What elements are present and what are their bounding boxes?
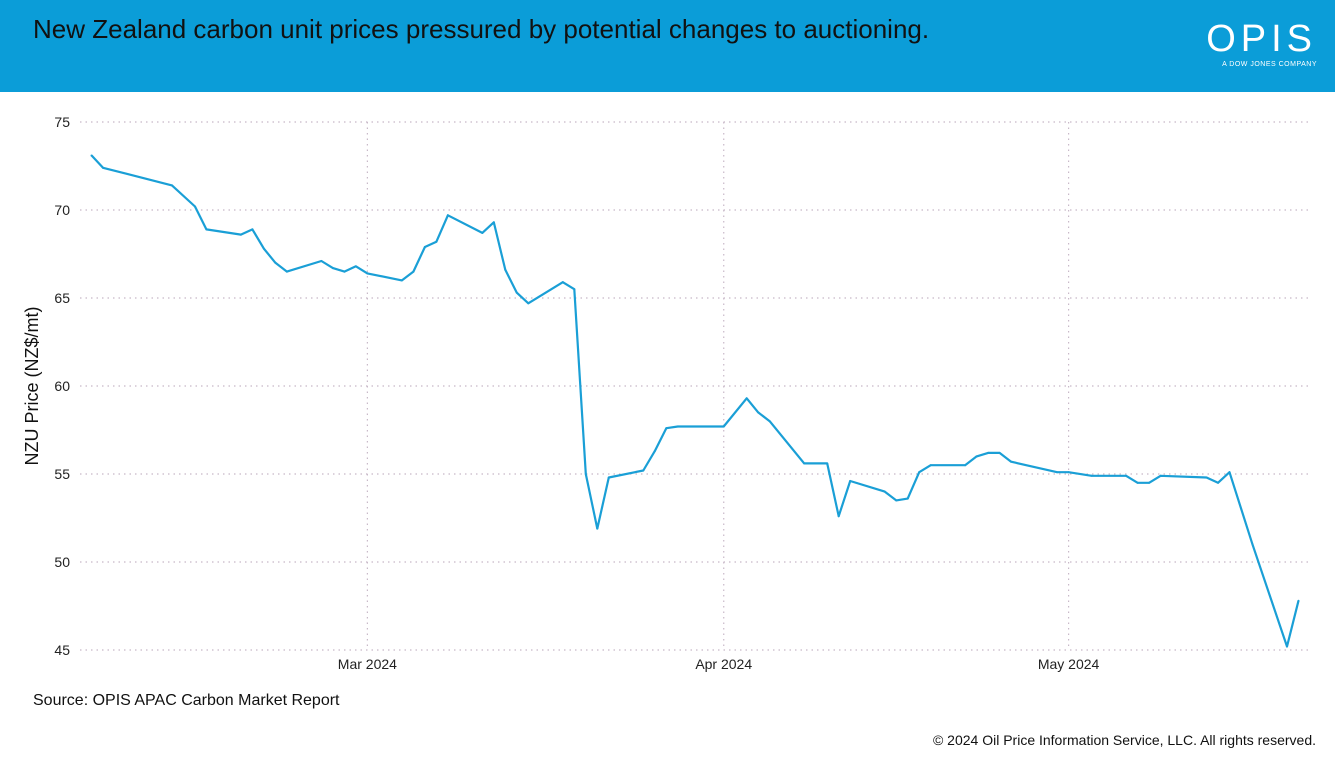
data-point [205,228,208,231]
data-point [1136,481,1139,484]
data-point [251,228,254,231]
data-point [1159,474,1162,477]
data-point [320,260,323,263]
data-point [343,270,346,273]
chart-title: New Zealand carbon unit prices pressured… [33,14,930,44]
opis-logo: OPIS A DOW JONES COMPANY [1206,20,1317,68]
header-banner: New Zealand carbon unit prices pressured… [0,0,1335,92]
data-point [481,231,484,234]
data-point [1067,471,1070,474]
data-point [1228,471,1231,474]
data-point [1217,481,1220,484]
y-tick-label: 65 [54,290,70,306]
data-point [837,515,840,518]
data-point [722,425,725,428]
data-point [1297,599,1300,602]
data-point [285,270,288,273]
data-point [653,450,656,453]
data-point [1148,481,1151,484]
copyright-note: © 2024 Oil Price Information Service, LL… [932,732,1316,748]
data-point [1251,543,1254,546]
y-tick-label: 45 [54,642,70,658]
data-point [998,451,1001,454]
data-point [504,268,507,271]
data-point [895,499,898,502]
data-point [1286,645,1289,648]
data-point [515,291,518,294]
data-point [1205,476,1208,479]
price-line [90,154,1300,648]
data-point [193,205,196,208]
data-point [435,240,438,243]
data-point [170,184,173,187]
data-point [596,527,599,530]
x-tick-label: Mar 2024 [338,656,397,672]
data-point [975,455,978,458]
logo-text: OPIS [1206,18,1317,60]
x-tick-label: Apr 2024 [695,656,752,672]
x-tick-label: May 2024 [1038,656,1100,672]
data-point [1125,474,1128,477]
data-point [366,272,369,275]
data-point [400,279,403,282]
data-point [573,288,576,291]
data-point [527,302,530,305]
data-point [906,497,909,500]
data-point [90,154,93,157]
data-point [987,451,990,454]
data-point [665,427,668,430]
data-point [757,411,760,414]
data-point [607,476,610,479]
y-tick-label: 60 [54,378,70,394]
data-point [239,233,242,236]
data-point [745,397,748,400]
data-point [561,281,564,284]
data-point [849,480,852,483]
data-point [918,471,921,474]
y-tick-label: 50 [54,554,70,570]
data-point [826,462,829,465]
data-point [676,425,679,428]
source-note: Source: OPIS APAC Carbon Market Report [33,692,340,709]
y-axis-label: NZU Price (NZ$/mt) [22,307,42,466]
data-point [1056,471,1059,474]
data-point [492,221,495,224]
data-point [274,261,277,264]
data-point [354,265,357,268]
data-point [883,490,886,493]
y-tick-label: 70 [54,202,70,218]
data-point [446,214,449,217]
data-point [768,420,771,423]
data-point [423,245,426,248]
data-point [101,166,104,169]
data-point [1010,460,1013,463]
data-point [803,462,806,465]
data-point [929,464,932,467]
data-point [584,473,587,475]
data-point [1090,474,1093,477]
y-tick-label: 75 [54,114,70,130]
logo-subtext: A DOW JONES COMPANY [1222,61,1317,68]
data-point [262,247,265,250]
data-point [964,464,967,467]
data-point [642,469,645,472]
y-tick-label: 55 [54,466,70,482]
data-point [412,270,415,273]
data-point [331,267,334,270]
